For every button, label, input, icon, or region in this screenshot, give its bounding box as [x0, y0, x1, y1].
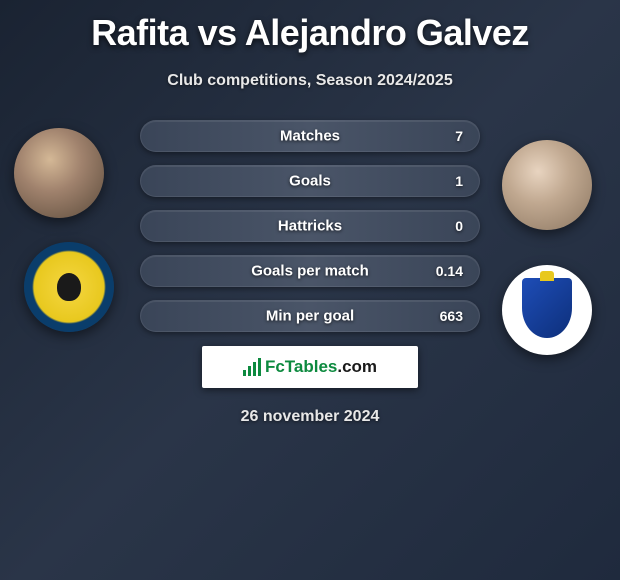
player-avatar-left	[14, 128, 104, 218]
stat-label: Min per goal	[266, 308, 354, 325]
brand-name: FcTables	[265, 357, 337, 376]
page-title: Rafita vs Alejandro Galvez	[0, 0, 620, 54]
club-badge-right	[502, 265, 592, 355]
player-avatar-right	[502, 140, 592, 230]
stat-row: Min per goal 663	[140, 300, 480, 332]
stat-row: Matches 7	[140, 120, 480, 152]
stat-value: 0.14	[436, 263, 463, 279]
chart-bars-icon	[243, 358, 261, 376]
stat-label: Hattricks	[278, 218, 342, 235]
date-text: 26 november 2024	[0, 408, 620, 426]
stat-row: Hattricks 0	[140, 210, 480, 242]
stat-value: 7	[455, 128, 463, 144]
page-subtitle: Club competitions, Season 2024/2025	[0, 72, 620, 90]
stat-label: Goals	[289, 173, 331, 190]
stat-value: 663	[440, 308, 463, 324]
comparison-content: Matches 7 Goals 1 Hattricks 0 Goals per …	[0, 120, 620, 426]
stat-value: 0	[455, 218, 463, 234]
stat-value: 1	[455, 173, 463, 189]
club-badge-left	[24, 242, 114, 332]
brand-text: FcTables.com	[265, 357, 377, 377]
stat-label: Goals per match	[251, 263, 369, 280]
stat-label: Matches	[280, 128, 340, 145]
stats-list: Matches 7 Goals 1 Hattricks 0 Goals per …	[140, 120, 480, 332]
stat-row: Goals 1	[140, 165, 480, 197]
stat-row: Goals per match 0.14	[140, 255, 480, 287]
brand-suffix: .com	[337, 357, 377, 376]
brand-badge: FcTables.com	[202, 346, 418, 388]
